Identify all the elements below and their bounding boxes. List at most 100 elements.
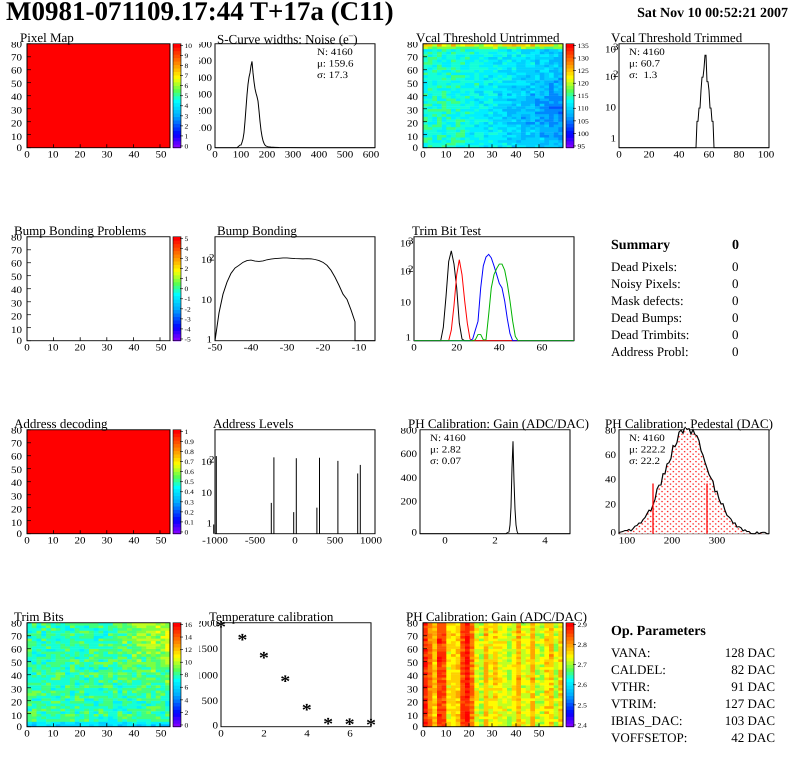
svg-text:10: 10 — [48, 535, 60, 546]
svg-text:40: 40 — [11, 478, 23, 489]
svg-text:20: 20 — [605, 499, 617, 510]
svg-text:300: 300 — [285, 149, 302, 160]
svg-text:10: 10 — [48, 728, 60, 739]
svg-text:2: 2 — [209, 253, 215, 264]
svg-text:2.4: 2.4 — [578, 721, 588, 729]
svg-text:μ: 159.6: μ: 159.6 — [317, 59, 354, 70]
svg-text:0: 0 — [420, 728, 426, 739]
svg-text:50: 50 — [11, 272, 23, 283]
svg-text:60: 60 — [537, 342, 549, 353]
svg-text:10: 10 — [11, 518, 23, 529]
svg-text:125: 125 — [578, 67, 590, 75]
svg-text:-30: -30 — [280, 342, 295, 353]
svg-text:60: 60 — [11, 259, 23, 270]
svg-text:0.7: 0.7 — [185, 458, 195, 466]
svg-text:2: 2 — [261, 728, 267, 739]
svg-text:50: 50 — [407, 658, 419, 669]
svg-text:500: 500 — [199, 56, 213, 67]
svg-text:0: 0 — [611, 528, 617, 539]
svg-text:70: 70 — [11, 439, 23, 450]
svg-text:*: * — [323, 715, 333, 734]
svg-text:120: 120 — [578, 79, 590, 87]
svg-text:70: 70 — [11, 246, 23, 257]
svg-text:30: 30 — [487, 149, 499, 160]
svg-text:400: 400 — [199, 73, 213, 84]
svg-text:60: 60 — [11, 452, 23, 463]
svg-text:1000: 1000 — [360, 535, 383, 546]
svg-text:100: 100 — [233, 149, 250, 160]
svg-text:50: 50 — [156, 728, 168, 739]
svg-text:*: * — [366, 715, 376, 734]
svg-text:5: 5 — [185, 235, 189, 243]
svg-text:10: 10 — [407, 711, 419, 722]
svg-text:500: 500 — [202, 696, 219, 707]
svg-text:-3: -3 — [185, 315, 191, 323]
svg-text:16: 16 — [185, 621, 193, 629]
svg-text:200: 200 — [664, 535, 681, 546]
svg-text:0: 0 — [17, 143, 23, 154]
svg-text:0: 0 — [24, 535, 30, 546]
svg-text:4: 4 — [304, 728, 310, 739]
svg-text:70: 70 — [407, 632, 419, 643]
svg-text:30: 30 — [102, 342, 114, 353]
svg-text:10: 10 — [407, 132, 419, 143]
svg-text:600: 600 — [363, 149, 380, 160]
svg-text:20: 20 — [11, 312, 23, 323]
svg-text:0.6: 0.6 — [185, 468, 195, 476]
svg-text:-4: -4 — [185, 325, 191, 333]
svg-text:-40: -40 — [244, 342, 259, 353]
svg-text:0: 0 — [17, 722, 23, 733]
svg-text:20: 20 — [75, 728, 87, 739]
svg-text:50: 50 — [407, 79, 419, 90]
svg-text:500: 500 — [337, 149, 354, 160]
svg-text:50: 50 — [11, 465, 23, 476]
svg-text:0: 0 — [24, 149, 30, 160]
svg-text:-1000: -1000 — [202, 535, 228, 546]
svg-text:2.6: 2.6 — [578, 681, 588, 689]
svg-text:10: 10 — [201, 488, 213, 499]
svg-text:0: 0 — [24, 728, 30, 739]
svg-text:20: 20 — [464, 728, 476, 739]
svg-text:300: 300 — [709, 535, 726, 546]
svg-text:20: 20 — [75, 535, 87, 546]
svg-text:0.5: 0.5 — [185, 478, 195, 486]
svg-text:1: 1 — [406, 333, 412, 344]
svg-text:70: 70 — [11, 53, 23, 64]
svg-text:0: 0 — [413, 143, 419, 154]
svg-text:400: 400 — [401, 473, 418, 484]
svg-text:40: 40 — [11, 671, 23, 682]
svg-text:σ: 17.3: σ: 17.3 — [317, 70, 348, 81]
svg-text:100: 100 — [758, 149, 775, 160]
svg-text:20: 20 — [75, 149, 87, 160]
svg-text:40: 40 — [407, 671, 419, 682]
svg-text:40: 40 — [11, 285, 23, 296]
svg-text:70: 70 — [11, 632, 23, 643]
svg-text:0: 0 — [17, 336, 23, 347]
svg-text:30: 30 — [407, 684, 419, 695]
svg-text:100: 100 — [199, 123, 213, 134]
svg-text:60: 60 — [407, 66, 419, 77]
svg-text:0: 0 — [616, 149, 622, 160]
svg-text:14: 14 — [185, 633, 193, 641]
svg-text:20: 20 — [407, 119, 419, 130]
svg-text:4: 4 — [185, 696, 189, 704]
svg-text:2.5: 2.5 — [578, 701, 588, 709]
svg-text:*: * — [302, 701, 312, 720]
svg-text:40: 40 — [494, 342, 506, 353]
svg-text:0.9: 0.9 — [185, 438, 195, 446]
svg-text:0: 0 — [420, 149, 426, 160]
svg-text:10: 10 — [48, 149, 60, 160]
svg-text:30: 30 — [11, 684, 23, 695]
svg-text:60: 60 — [11, 66, 23, 77]
svg-text:10: 10 — [11, 325, 23, 336]
svg-text:0: 0 — [212, 149, 218, 160]
svg-text:-20: -20 — [316, 342, 331, 353]
svg-text:0: 0 — [185, 142, 189, 150]
svg-text:N: 4160: N: 4160 — [317, 47, 353, 58]
svg-text:0: 0 — [412, 528, 418, 539]
svg-text:0.1: 0.1 — [185, 518, 195, 526]
svg-text:110: 110 — [578, 105, 589, 113]
svg-text:0: 0 — [218, 728, 224, 739]
svg-text:10: 10 — [441, 149, 453, 160]
svg-text:2: 2 — [185, 265, 189, 273]
